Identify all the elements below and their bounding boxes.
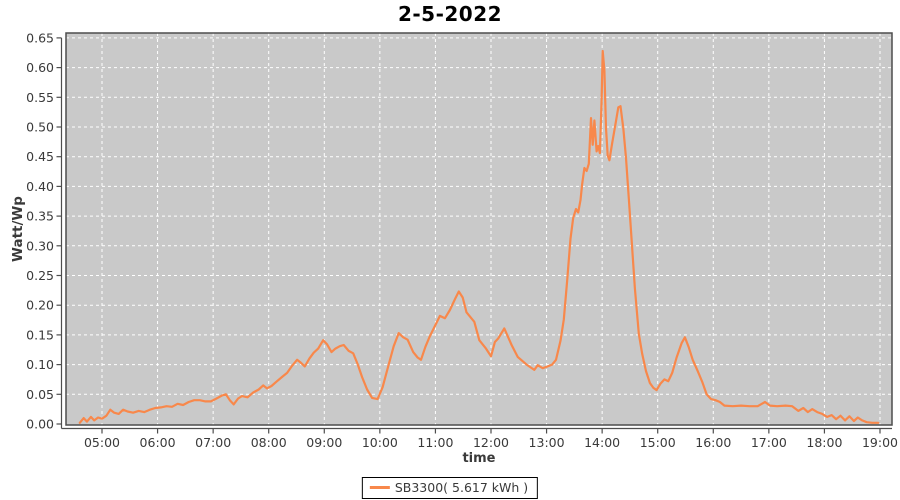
y-tick-label: 0.30 [26,238,54,253]
x-tick-label: 07:00 [195,435,231,450]
x-tick-label: 19:00 [862,435,898,450]
y-tick-label: 0.20 [26,298,54,313]
x-tick-label: 14:00 [584,435,620,450]
x-tick-label: 06:00 [140,435,176,450]
legend-box: SB3300( 5.617 kWh ) [361,477,539,499]
series-line-sb3300 [78,49,880,424]
axes: 05:00 06:00 07:00 08:00 09:00 10:00 11:00 12:00… [26,30,898,450]
y-tick-label: 0.40 [26,179,54,194]
y-tick-label: 0.15 [26,327,54,342]
y-axis-title: Watt/Wp [10,196,26,262]
x-tick-label: 13:00 [529,435,565,450]
chart-title: 2-5-2022 [397,2,503,26]
x-tick-label: 17:00 [751,435,787,450]
y-tick-label: 0.55 [26,90,54,105]
y-tick-label: 0.45 [26,149,54,164]
y-tick-label: 0.25 [26,268,54,283]
x-tick-label: 05:00 [84,435,120,450]
y-tick-label: 0.60 [26,60,54,75]
legend-line-swatch [369,486,390,489]
plot-border [65,32,893,426]
gridlines [66,33,892,425]
x-tick-label: 12:00 [473,435,509,450]
x-tick-label: 09:00 [306,435,342,450]
legend-label: SB3300( 5.617 kWh ) [394,480,529,495]
x-tick-label: 08:00 [251,435,287,450]
y-tick-label: 0.00 [26,417,54,432]
x-tick-label: 15:00 [640,435,676,450]
x-tick-label: 18:00 [806,435,842,450]
x-tick-label: 11:00 [417,435,453,450]
y-tick-label: 0.05 [26,387,54,402]
x-tick-label: 16:00 [695,435,731,450]
plot-area [66,33,892,425]
y-tick-label: 0.35 [26,209,54,224]
y-tick-label: 0.50 [26,120,54,135]
x-axis-title: time [462,451,495,466]
y-tick-label: 0.10 [26,357,54,372]
x-tick-label: 10:00 [362,435,398,450]
y-tick-label: 0.65 [26,30,54,45]
